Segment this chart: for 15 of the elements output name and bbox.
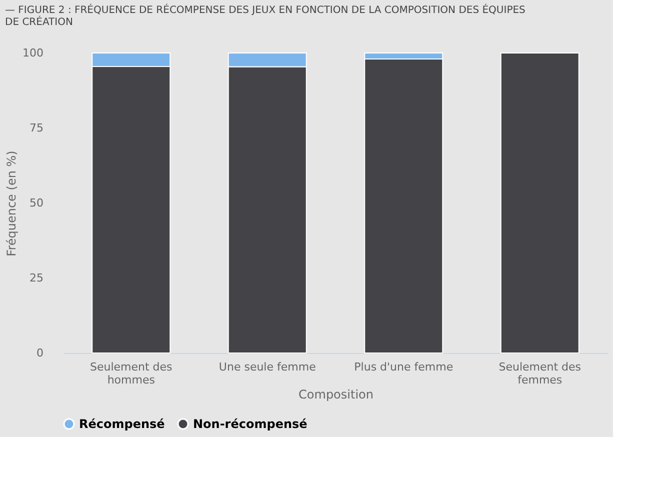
y-tick-label: 100 (22, 46, 44, 60)
x-tick-label: Plus d'une femme (354, 360, 454, 374)
y-tick-label: 25 (30, 272, 44, 284)
x-tick-label: Une seule femme (218, 360, 316, 374)
chart-title: — FIGURE 2 : FRÉQUENCE DE RÉCOMPENSE DES JEUX EN FONCTION DE LA COMPOSITION DES ÉQUIPES DE CRÉATION (5, 3, 526, 28)
legend-label: Non-récompensé (193, 417, 308, 431)
y-axis-title: Fréquence (en %) (4, 150, 19, 256)
y-tick-label: 50 (30, 196, 44, 210)
bar (500, 52, 580, 354)
x-tick-label: Seulement des femmes (498, 360, 582, 386)
y-tick-label: 75 (30, 122, 44, 134)
legend-label: Récompensé (79, 417, 165, 431)
x-tick-label: Seulement des hommes (90, 360, 173, 386)
x-axis-title: Composition (298, 388, 374, 402)
y-tick-label: 0 (36, 346, 44, 360)
